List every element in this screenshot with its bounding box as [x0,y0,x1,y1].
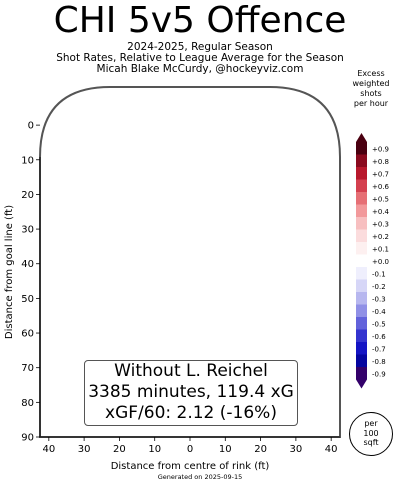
chart-season: 2024-2025, Regular Season [127,41,273,53]
y-tick-label: 80 [21,398,34,409]
colorbar-segment [356,317,367,330]
rink-ice [40,87,340,437]
colorbar-label: -0.7 [372,345,386,353]
x-tick-label: 30 [78,444,91,455]
y-tick-label: 50 [21,294,34,305]
units-line: 100 [363,428,379,438]
colorbar-segment [356,242,367,255]
colorbar-segment [356,267,367,280]
colorbar-label: +0.7 [372,170,389,178]
y-tick-label: 0 [28,121,34,132]
y-tick-label: 20 [21,190,34,201]
units-line: sqft [363,438,379,447]
colorbar-segment [356,192,367,205]
colorbar-label: -0.3 [372,295,386,303]
y-tick-label: 30 [21,225,34,236]
colorbar-label: -0.2 [372,283,386,291]
colorbar-label: -0.5 [372,320,386,328]
colorbar-segment [356,254,367,267]
generated-date: Generated on 2025-09-15 [157,473,243,481]
colorbar-title-line: weighted [352,79,390,88]
colorbar-segment [356,204,367,217]
info-box: Without L. Reichel 3385 minutes, 119.4 x… [84,360,298,426]
colorbar-segment [356,179,367,192]
colorbar-title: Excess weighted shots per hour [340,69,400,109]
y-axis-label: Distance from goal line (ft) [4,205,15,339]
colorbar-segment [356,329,367,342]
colorbar-segment [356,154,367,167]
rink-boards [39,86,341,438]
x-tick-label: 20 [254,444,267,455]
colorbar-segment [356,279,367,292]
colorbar-segment [356,342,367,355]
units-line: per [364,419,378,428]
y-tick-label: 90 [21,433,34,444]
info-player: Without L. Reichel [114,361,268,381]
chart-title: CHI 5v5 Offence [53,0,347,41]
y-tick-label: 40 [21,259,34,270]
colorbar-label: -0.8 [372,358,386,366]
colorbar-arrow-bottom [356,379,367,389]
x-tick-label: 20 [113,444,126,455]
colorbar-label: +0.2 [372,233,389,241]
colorbar-segment [356,367,367,380]
units-circle: per 100 sqft [349,412,393,456]
chart-description: Shot Rates, Relative to League Average f… [56,52,344,64]
colorbar-label: -0.1 [372,270,386,278]
colorbar-label: +0.8 [372,158,389,166]
colorbar-segment [356,167,367,180]
colorbar-title-line: shots [360,89,382,98]
x-tick-label: 40 [42,444,55,455]
colorbar-label: +0.5 [372,195,389,203]
colorbar-label: +0.4 [372,208,390,216]
info-xgf: xGF/60: 2.12 (-16%) [105,403,277,423]
x-tick-label: 30 [290,444,303,455]
colorbar-label: +0.1 [372,245,389,253]
y-tick-label: 10 [21,155,34,166]
colorbar-label: -0.9 [372,370,386,378]
colorbar-segment [356,354,367,367]
info-minutes: 3385 minutes, 119.4 xG [88,382,294,402]
colorbar-segment [356,292,367,305]
colorbar-label: -0.6 [372,333,386,341]
colorbar-title-line: Excess [357,69,385,78]
x-tick-label: 0 [187,444,193,455]
colorbar-label: +0.6 [372,183,390,191]
colorbar-label: +0.3 [372,220,389,228]
colorbar-segment [356,229,367,242]
colorbar-label: -0.4 [372,308,386,316]
x-tick-label: 10 [219,444,232,455]
chart-credit: Micah Blake McCurdy, @hockeyviz.com [96,63,304,75]
colorbar-segment [356,217,367,230]
x-tick-label: 10 [148,444,161,455]
x-tick-label: 40 [325,444,338,455]
colorbar-title-line: per hour [353,99,389,108]
y-tick-label: 60 [21,329,34,340]
colorbar-segment [356,304,367,317]
colorbar-arrow-top [356,133,367,142]
y-tick-label: 70 [21,363,34,374]
x-axis-label: Distance from centre of rink (ft) [111,461,270,472]
colorbar-label: +0.0 [372,258,389,266]
colorbar-segment [356,142,367,155]
colorbar-label: +0.9 [372,145,389,153]
